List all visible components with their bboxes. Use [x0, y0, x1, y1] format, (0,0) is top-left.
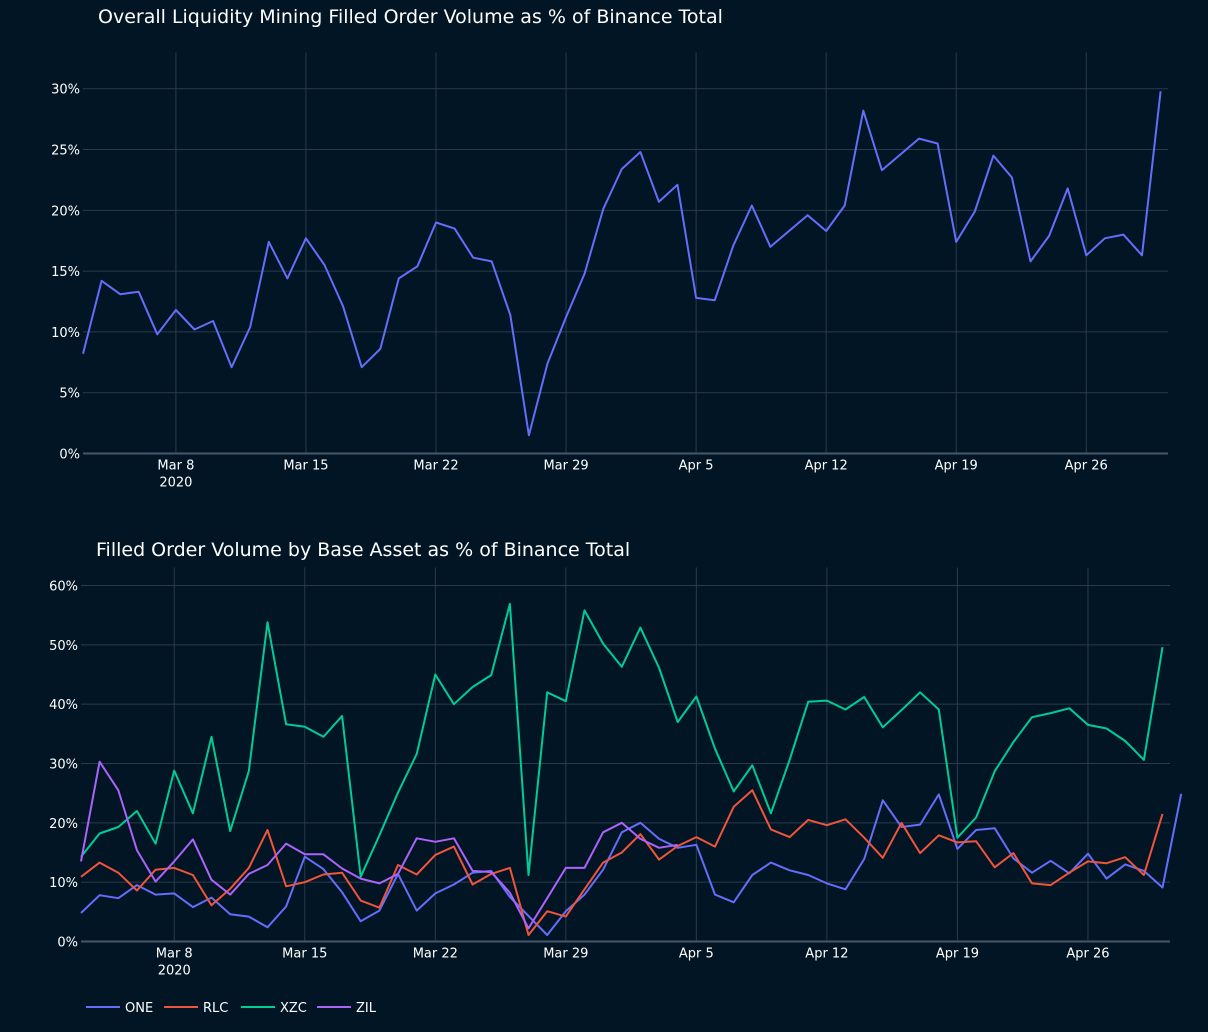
c1-x-tick-label: Apr 12	[805, 947, 848, 962]
c1-y-tick-label: 40%	[49, 698, 78, 713]
legend-label-rlc[interactable]: RLC	[203, 1001, 228, 1016]
c0-x-tick-label: Mar 8	[157, 459, 194, 474]
c1-x-tick-label: Mar 22	[413, 947, 458, 962]
c0-y-tick-label: 15%	[51, 265, 80, 280]
c0-y-tick-label: 10%	[51, 326, 80, 341]
c0-y-tick-label: 25%	[51, 144, 80, 159]
c1-series-line-zil[interactable]	[80, 760, 678, 930]
c1-y-tick-label: 10%	[49, 876, 78, 891]
c0-x-tick-label: Mar 15	[283, 459, 328, 474]
legend-label-one[interactable]: ONE	[125, 1001, 153, 1016]
c0-x-tick-label: Apr 19	[935, 459, 978, 474]
c1-x-tick-year: 2020	[158, 964, 191, 979]
c0-y-tick-label: 30%	[51, 83, 80, 98]
chart-title-overall: Overall Liquidity Mining Filled Order Vo…	[98, 6, 723, 28]
c1-y-tick-label: 50%	[49, 639, 78, 654]
c1-series-line-one[interactable]	[80, 793, 1183, 936]
c1-y-tick-label: 30%	[49, 758, 78, 773]
c0-series-line-total[interactable]	[82, 91, 1162, 437]
c1-x-tick-label: Mar 29	[543, 947, 588, 962]
c0-x-tick-label: Mar 22	[413, 459, 458, 474]
c1-x-tick-label: Mar 15	[282, 947, 327, 962]
chart-title-by-asset: Filled Order Volume by Base Asset as % o…	[96, 539, 631, 561]
c0-x-tick-label: Apr 12	[805, 459, 848, 474]
c0-x-tick-label: Apr 26	[1065, 459, 1108, 474]
c0-y-tick-label: 5%	[59, 387, 80, 402]
c1-series-line-xzc[interactable]	[80, 602, 1164, 878]
c1-y-tick-label: 20%	[49, 817, 78, 832]
c1-x-tick-label: Apr 5	[679, 947, 714, 962]
c1-y-tick-label: 60%	[49, 580, 78, 595]
c1-x-tick-label: Apr 19	[936, 947, 979, 962]
c1-series-line-rlc[interactable]	[80, 789, 1164, 936]
c0-x-tick-year: 2020	[159, 476, 192, 491]
legend-label-xzc[interactable]: XZC	[280, 1001, 307, 1016]
c0-x-tick-label: Apr 5	[679, 459, 714, 474]
c0-y-tick-label: 0%	[59, 448, 80, 463]
c0-y-tick-label: 20%	[51, 204, 80, 219]
legend-label-zil[interactable]: ZIL	[356, 1001, 377, 1016]
c1-x-tick-label: Apr 26	[1066, 947, 1109, 962]
c0-x-tick-label: Mar 29	[543, 459, 588, 474]
c1-y-tick-label: 0%	[57, 936, 78, 951]
c1-x-tick-label: Mar 8	[156, 947, 193, 962]
overall-liquidity-chart: Mar 8 2020 Mar 15 Mar 22 Mar 29 Apr 5 Apr 12 Ap…	[51, 52, 1168, 491]
